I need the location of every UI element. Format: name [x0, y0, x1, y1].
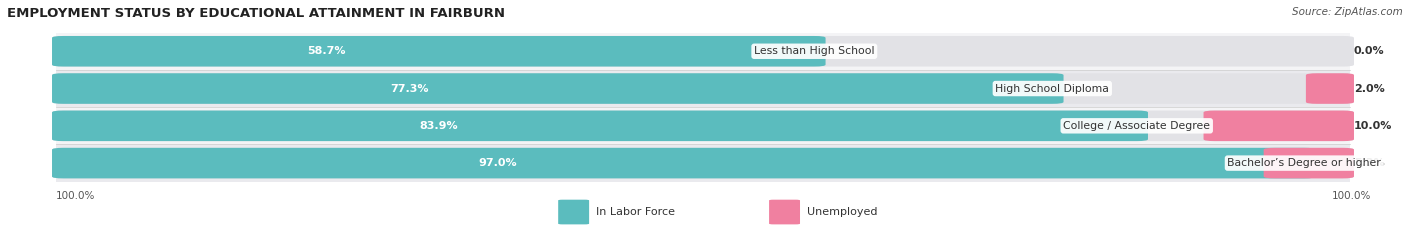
Text: Less than High School: Less than High School — [754, 46, 875, 56]
FancyBboxPatch shape — [52, 110, 1147, 141]
FancyBboxPatch shape — [56, 144, 1350, 182]
Text: 0.0%: 0.0% — [1354, 46, 1385, 56]
Text: Unemployed: Unemployed — [807, 207, 877, 217]
FancyBboxPatch shape — [56, 70, 1350, 107]
Text: 100.0%: 100.0% — [1331, 191, 1371, 201]
FancyBboxPatch shape — [52, 73, 1354, 104]
Text: 77.3%: 77.3% — [391, 84, 429, 93]
FancyBboxPatch shape — [558, 200, 589, 224]
Text: 2.0%: 2.0% — [1354, 84, 1385, 93]
FancyBboxPatch shape — [52, 148, 1354, 178]
FancyBboxPatch shape — [52, 110, 1354, 141]
Text: College / Associate Degree: College / Associate Degree — [1063, 121, 1211, 131]
FancyBboxPatch shape — [1306, 73, 1354, 104]
Text: 83.9%: 83.9% — [419, 121, 458, 131]
Text: Bachelor’s Degree or higher: Bachelor’s Degree or higher — [1227, 158, 1381, 168]
Text: 100.0%: 100.0% — [56, 191, 96, 201]
Text: Source: ZipAtlas.com: Source: ZipAtlas.com — [1292, 7, 1403, 17]
FancyBboxPatch shape — [52, 36, 1354, 67]
Text: In Labor Force: In Labor Force — [596, 207, 675, 217]
FancyBboxPatch shape — [56, 33, 1350, 70]
FancyBboxPatch shape — [52, 148, 1316, 178]
Text: 97.0%: 97.0% — [478, 158, 517, 168]
Text: High School Diploma: High School Diploma — [995, 84, 1109, 93]
FancyBboxPatch shape — [1204, 110, 1354, 141]
Text: 10.0%: 10.0% — [1354, 121, 1392, 131]
Text: 5.3%: 5.3% — [1354, 158, 1385, 168]
Text: 58.7%: 58.7% — [307, 46, 346, 56]
Text: EMPLOYMENT STATUS BY EDUCATIONAL ATTAINMENT IN FAIRBURN: EMPLOYMENT STATUS BY EDUCATIONAL ATTAINM… — [7, 7, 505, 20]
FancyBboxPatch shape — [52, 36, 825, 67]
FancyBboxPatch shape — [52, 73, 1063, 104]
FancyBboxPatch shape — [1264, 148, 1354, 178]
FancyBboxPatch shape — [56, 107, 1350, 144]
FancyBboxPatch shape — [769, 200, 800, 224]
